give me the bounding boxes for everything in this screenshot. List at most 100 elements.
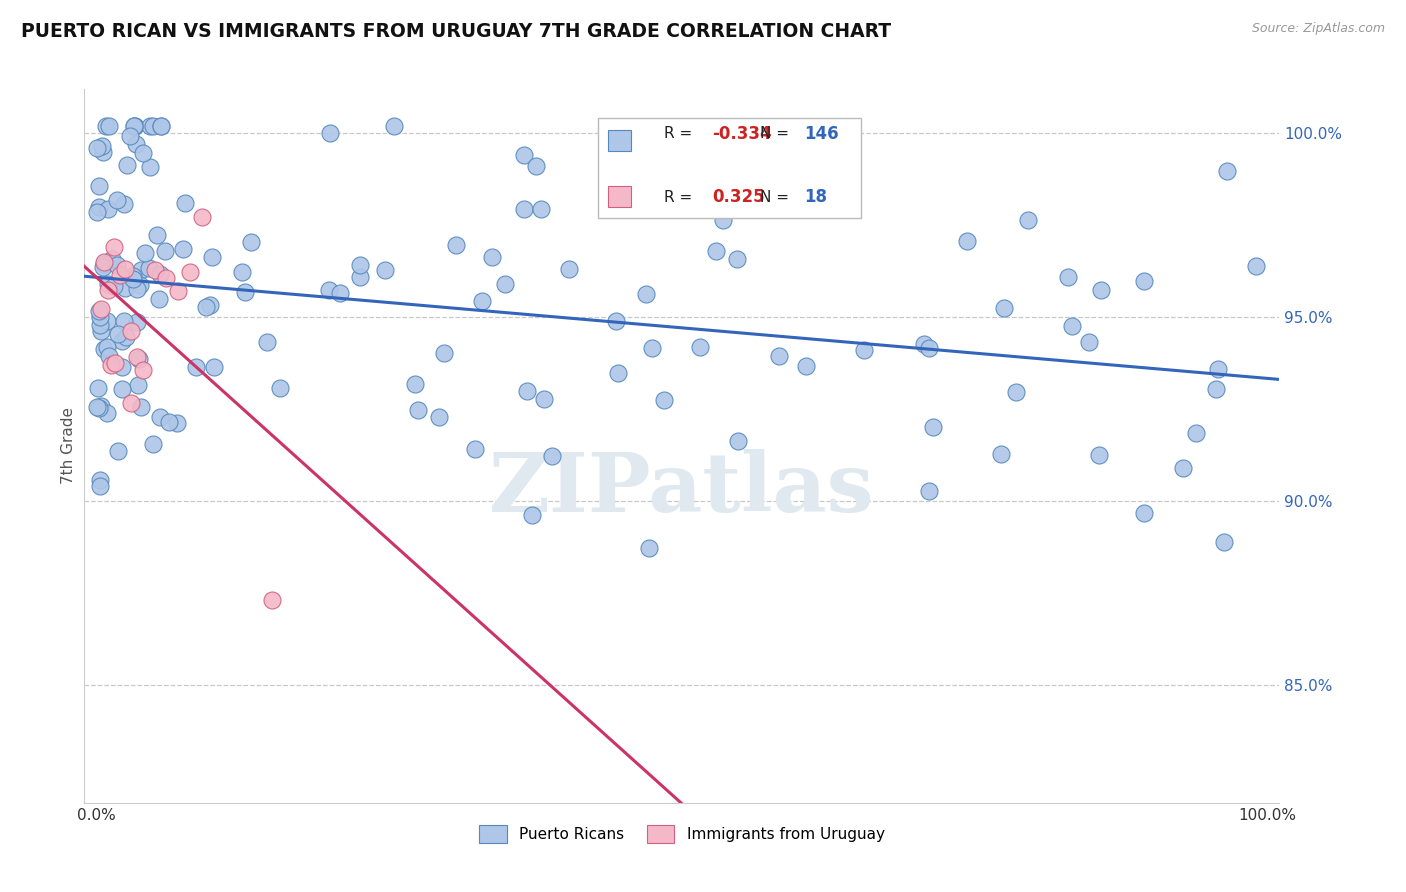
Point — [652, 392, 675, 407]
Point — [134, 246, 156, 260]
Point — [115, 330, 138, 344]
Point — [97, 277, 120, 291]
Point — [93, 257, 115, 271]
Point — [153, 244, 176, 259]
Point — [727, 434, 749, 449]
Point — [349, 269, 371, 284]
Point — [481, 250, 503, 264]
Point — [114, 313, 136, 327]
Point — [127, 377, 149, 392]
Text: 146: 146 — [804, 125, 838, 143]
Point — [617, 162, 640, 177]
Bar — [607, 186, 631, 207]
Point — [124, 119, 146, 133]
Point — [1057, 269, 1080, 284]
Point — [918, 341, 941, 355]
Point — [89, 310, 111, 324]
Point — [97, 119, 120, 133]
Point — [104, 356, 127, 370]
Point — [179, 265, 201, 279]
Point — [96, 314, 118, 328]
Text: N =: N = — [759, 127, 793, 141]
Point — [117, 158, 139, 172]
Point — [124, 119, 146, 133]
Point — [1213, 535, 1236, 549]
Point — [96, 406, 118, 420]
Point — [86, 381, 108, 395]
Text: N =: N = — [759, 190, 793, 205]
Point — [917, 484, 939, 499]
Point — [155, 271, 177, 285]
Point — [1205, 382, 1227, 396]
Point — [93, 342, 115, 356]
Point — [129, 262, 152, 277]
Point — [89, 479, 111, 493]
Text: 18: 18 — [804, 188, 827, 206]
Point — [87, 303, 110, 318]
Point — [86, 204, 108, 219]
Point — [768, 349, 790, 363]
Point — [89, 473, 111, 487]
Point — [112, 197, 135, 211]
Point — [96, 340, 118, 354]
Text: -0.334: -0.334 — [711, 125, 772, 143]
Text: 0.325: 0.325 — [711, 188, 765, 206]
Point — [256, 334, 278, 349]
Point — [689, 340, 711, 354]
Point — [90, 399, 112, 413]
Point — [139, 160, 162, 174]
Point — [433, 346, 456, 360]
Point — [98, 349, 121, 363]
Point — [186, 359, 208, 374]
Point — [524, 159, 547, 173]
Point — [114, 281, 136, 295]
Point — [105, 193, 128, 207]
Point — [1206, 361, 1229, 376]
Point — [990, 447, 1012, 461]
Point — [132, 146, 155, 161]
Point — [406, 403, 429, 417]
Point — [513, 202, 536, 217]
Point — [194, 301, 217, 315]
Point — [127, 350, 149, 364]
Point — [90, 301, 112, 316]
Point — [103, 239, 125, 253]
Point — [269, 381, 291, 395]
Point — [132, 363, 155, 377]
Point — [427, 409, 450, 424]
Point — [471, 293, 494, 308]
Point — [233, 285, 256, 299]
Point — [107, 443, 129, 458]
Point — [101, 252, 124, 266]
Point — [157, 415, 180, 429]
Point — [94, 119, 117, 133]
Text: ZIPatlas: ZIPatlas — [489, 449, 875, 529]
Bar — [607, 130, 631, 152]
Point — [1244, 259, 1267, 273]
Point — [1185, 426, 1208, 441]
Point — [494, 277, 516, 291]
Point — [173, 195, 195, 210]
Point — [142, 119, 165, 133]
Point — [522, 508, 544, 523]
Y-axis label: 7th Grade: 7th Grade — [60, 408, 76, 484]
Point — [120, 395, 142, 409]
Point — [605, 314, 627, 328]
Point — [319, 126, 342, 140]
Point — [124, 137, 146, 152]
Point — [97, 202, 120, 217]
Point — [105, 259, 128, 273]
Point — [111, 360, 134, 375]
Point — [513, 148, 536, 162]
Point — [121, 271, 143, 285]
Point — [89, 318, 111, 332]
Point — [125, 282, 148, 296]
Point — [530, 202, 553, 216]
Point — [912, 336, 935, 351]
Point — [1060, 318, 1083, 333]
Point — [711, 213, 734, 227]
Point — [1133, 274, 1156, 288]
Point — [993, 301, 1015, 315]
Point — [260, 593, 283, 607]
Point — [167, 284, 190, 298]
